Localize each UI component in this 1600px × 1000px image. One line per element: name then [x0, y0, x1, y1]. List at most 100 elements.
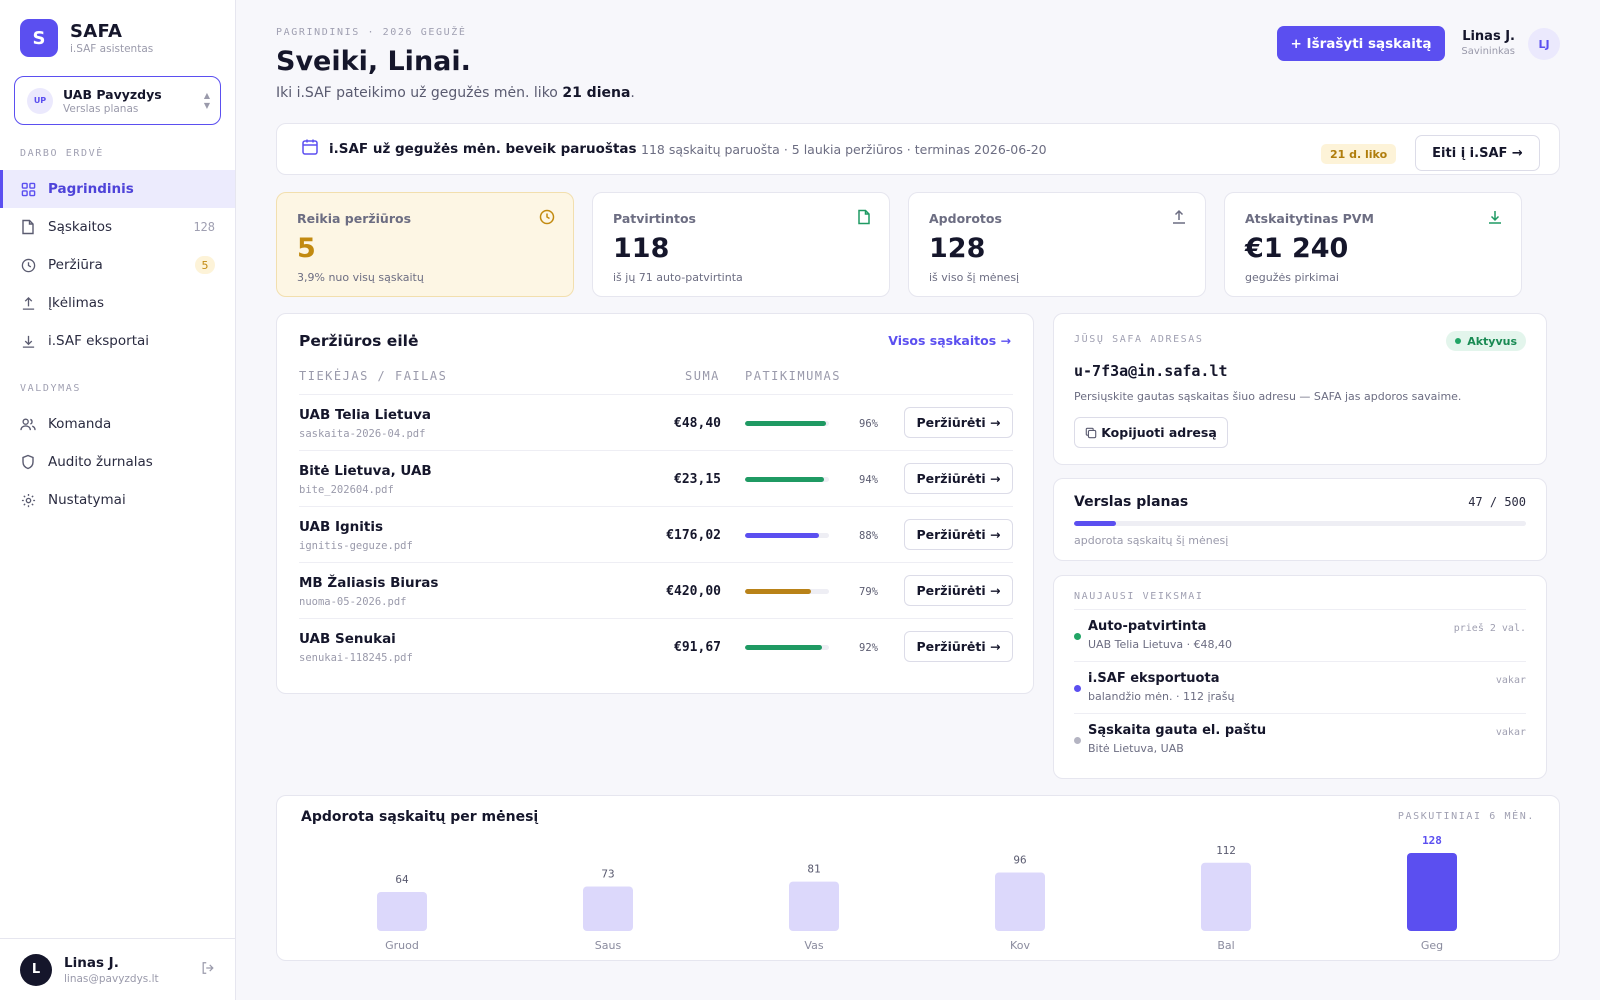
x-tick-label: Kov: [1010, 939, 1030, 952]
table-row[interactable]: MB Žaliasis Biuras nuoma-05-2026.pdf €420,…: [299, 562, 1013, 618]
invoice-amount: €48,40: [674, 416, 721, 431]
nav-section-work: DARBO ERDVĖ: [20, 148, 104, 159]
org-name: UAB Pavyzdys: [63, 86, 162, 102]
all-invoices-link[interactable]: Visos sąskaitos →: [888, 333, 1011, 348]
chart-period: PASKUTINIAI 6 MĖN.: [1397, 811, 1535, 822]
stat-approved[interactable]: Patvirtintos 118 iš jų 71 auto-patvirtin…: [592, 192, 890, 297]
safa-address-card: JŪSŲ SAFA ADRESAS Aktyvus u-7f3a@in.safa…: [1053, 313, 1547, 465]
table-row[interactable]: Bitė Lietuva, UAB bite_202604.pdf €23,15 94…: [299, 450, 1013, 506]
org-plan: Verslas planas: [63, 102, 139, 115]
header-user-name: Linas J.: [1462, 29, 1515, 44]
breadcrumb: PAGRINDINIS · 2026 GEGUŽĖ: [276, 27, 467, 38]
table-row[interactable]: UAB Ignitis ignitis-geguze.pdf €176,02 88% P…: [299, 506, 1013, 562]
sidebar-item-exports[interactable]: i.SAF eksportai: [0, 322, 235, 360]
sidebar-item-audit-log[interactable]: Audito žurnalas: [0, 443, 235, 481]
calendar-icon: [301, 138, 319, 160]
chart-bar: [377, 892, 427, 931]
confidence-bar: [745, 533, 829, 538]
create-invoice-button[interactable]: + Išrašyti sąskaitą: [1277, 26, 1445, 61]
confidence-bar: [745, 589, 829, 594]
list-item[interactable]: i.SAF eksportuota balandžio mėn. · 112 įr…: [1074, 661, 1526, 713]
upload-icon: [20, 295, 36, 311]
col-confidence: PATIKIMUMAS: [745, 369, 841, 383]
sidebar-item-label: Pagrindinis: [48, 181, 134, 197]
stat-value: 118: [613, 233, 670, 264]
queue-title: Peržiūros eilė: [299, 332, 419, 350]
plan-count: 47 / 500: [1468, 495, 1526, 509]
review-button[interactable]: Peržiūrėti →: [904, 519, 1013, 550]
review-button[interactable]: Peržiūrėti →: [904, 407, 1013, 438]
bar-value-label: 112: [1216, 844, 1236, 857]
sidebar-item-settings[interactable]: Nustatymai: [0, 481, 235, 519]
page-title: Sveiki, Linai.: [276, 46, 471, 77]
list-item[interactable]: Auto-patvirtinta UAB Telia Lietuva · €48,…: [1074, 609, 1526, 661]
copy-address-button[interactable]: Kopijuoti adresą: [1074, 417, 1228, 448]
avatar: L: [20, 953, 52, 986]
copy-icon: [1085, 427, 1097, 438]
deadline-badge: 21 d. liko: [1321, 144, 1397, 164]
invoice-amount: €176,02: [666, 528, 721, 543]
chevron-updown-icon: ▲ ▼: [203, 91, 210, 110]
review-button[interactable]: Peržiūrėti →: [904, 463, 1013, 494]
brand-subtitle: i.SAF asistentas: [70, 43, 154, 55]
sidebar-user[interactable]: L Linas J. linas@pavyzdys.lt: [0, 938, 235, 1000]
invoice-count: 128: [193, 220, 215, 234]
sidebar-item-label: Audito žurnalas: [48, 454, 153, 470]
banner-title: i.SAF už gegužės mėn. beveik paruoštas: [329, 141, 637, 157]
file-name: senukai-118245.pdf: [299, 652, 413, 664]
activity-time: vakar: [1495, 727, 1526, 738]
x-tick-label: Vas: [804, 939, 823, 952]
sidebar-item-invoices[interactable]: Sąskaitos 128: [0, 208, 235, 246]
user-name: Linas J.: [64, 954, 119, 971]
users-icon: [20, 416, 36, 432]
stat-label: Apdorotos: [929, 211, 1002, 226]
bar-value-label: 73: [601, 868, 614, 881]
days-left: 21 diena: [562, 85, 631, 101]
org-avatar: UP: [27, 87, 53, 114]
invoice-amount: €23,15: [674, 472, 721, 487]
chart-bar: [995, 872, 1045, 931]
status-dot: [1455, 338, 1462, 344]
stat-sub: gegužės pirkimai: [1245, 271, 1339, 284]
review-badge: 5: [195, 256, 215, 274]
activity-detail: balandžio mėn. · 112 įrašų: [1088, 690, 1235, 703]
stat-deductible-vat[interactable]: Atskaitytinas PVM €1 240 gegužės pirkima…: [1224, 192, 1522, 297]
confidence-percent: 88%: [859, 530, 878, 542]
activity-title: i.SAF eksportuota: [1088, 671, 1220, 686]
brand[interactable]: S SAFA i.SAF asistentas: [20, 19, 153, 57]
sidebar-item-label: Peržiūra: [48, 257, 103, 273]
plan-title: Verslas planas: [1074, 494, 1189, 510]
sidebar-item-dashboard[interactable]: Pagrindinis: [0, 170, 235, 208]
stat-processed[interactable]: Apdorotos 128 iš viso šį mėnesį: [908, 192, 1206, 297]
vendor-name: UAB Senukai: [299, 631, 396, 647]
file-name: saskaita-2026-04.pdf: [299, 428, 426, 440]
status-badge: Aktyvus: [1446, 331, 1526, 351]
activity-dot: [1074, 685, 1081, 692]
sidebar-item-review[interactable]: Peržiūra 5: [0, 246, 235, 284]
review-button[interactable]: Peržiūrėti →: [904, 631, 1013, 662]
confidence-fill: [745, 421, 826, 426]
activity-caption: NAUJAUSI VEIKSMAI: [1074, 591, 1204, 602]
bar-value-label: 81: [807, 863, 820, 876]
bar-value-label: 96: [1013, 854, 1026, 867]
stat-needs-review[interactable]: Reikia peržiūros 5 3,9% nuo visų sąskait…: [276, 192, 574, 297]
download-icon: [1487, 209, 1503, 229]
status-text: Aktyvus: [1467, 334, 1517, 348]
table-row[interactable]: UAB Telia Lietuva saskaita-2026-04.pdf €48…: [299, 394, 1013, 450]
review-button[interactable]: Peržiūrėti →: [904, 575, 1013, 606]
sidebar-item-label: Sąskaitos: [48, 219, 113, 235]
list-item[interactable]: Sąskaita gauta el. paštu Bitė Lietuva, UA…: [1074, 713, 1526, 765]
address-description: Persiųskite gautas sąskaitas šiuo adresu…: [1074, 390, 1462, 403]
table-row[interactable]: UAB Senukai senukai-118245.pdf €91,67 92% Pe…: [299, 618, 1013, 674]
vendor-name: UAB Telia Lietuva: [299, 407, 431, 423]
logout-icon[interactable]: [201, 961, 215, 979]
sidebar-item-team[interactable]: Komanda: [0, 405, 235, 443]
avatar[interactable]: LJ: [1528, 28, 1560, 60]
plan-usage-card: Verslas planas 47 / 500 apdorota sąskait…: [1053, 478, 1547, 561]
org-switcher[interactable]: UP UAB Pavyzdys Verslas planas ▲ ▼: [14, 76, 221, 125]
sidebar-item-upload[interactable]: Įkėlimas: [0, 284, 235, 322]
confidence-percent: 94%: [859, 474, 878, 486]
header-user[interactable]: Linas J. Savininkas: [1461, 29, 1515, 57]
banner-meta: 118 sąskaitų paruošta · 5 laukia peržiūr…: [641, 142, 1047, 157]
go-to-isaf-button[interactable]: Eiti į i.SAF →: [1415, 135, 1540, 171]
